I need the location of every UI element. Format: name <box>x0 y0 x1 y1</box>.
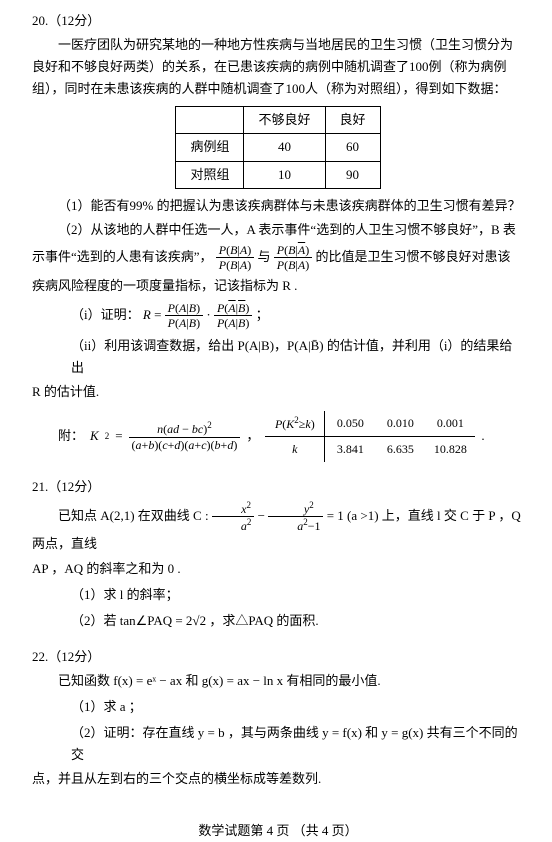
q22-s1: （1）求 a ； <box>71 696 524 718</box>
frac-hyp2: y2a2−1 <box>268 500 323 534</box>
q20-q2b: 示事件“选到的人患有该疾病”， <box>32 249 213 264</box>
q21-s2: （2）若 tan∠PAQ = 2√2 ，求△PAQ 的面积. <box>71 610 524 632</box>
q21-p1a: 已知点 A(2,1) 在双曲线 C : <box>58 508 209 523</box>
q20-q2c: 的比值是卫生习惯不够良好对患该 <box>315 249 510 264</box>
q20-sub2a: （2）从该地的人群中任选一人，A 表示事件“选到的人卫生习惯不够良好”，B 表 <box>58 219 524 241</box>
row1-label: 病例组 <box>176 134 244 161</box>
th-col2: 良好 <box>325 107 380 134</box>
q20-table: 不够良好良好 病例组4060 对照组1090 <box>175 106 380 188</box>
q20-q2d: 疾病风险程度的一项度量指标，记该指标为 R . <box>32 275 524 297</box>
k-table: P(K2≥k) 0.050 0.010 0.001 k 3.841 6.635 … <box>265 411 475 462</box>
q21-p2: AP ，AQ 的斜率之和为 0 . <box>32 558 524 580</box>
kk2: 6.635 <box>375 437 425 461</box>
kp1: 0.050 <box>325 411 375 437</box>
q20-attach: 附： K2 = n(ad − bc)2 (a+b)(c+d)(a+c)(b+d)… <box>58 411 524 462</box>
q20-ii: （ii）利用该调查数据，给出 P(A|B)，P(A|B̄) 的估计值，并利用（i… <box>71 335 524 379</box>
page-footer: 数学试题第 4 页 （共 4 页） <box>32 820 524 842</box>
q20-sub2-line2: 示事件“选到的人患有该疾病”， P(B|A)P(B|A) 与 P(B|A)P(B… <box>32 243 524 273</box>
frac-k2: n(ad − bc)2 (a+b)(c+d)(a+c)(b+d) <box>129 420 241 452</box>
q22-header: 22.（12分） <box>32 646 524 668</box>
th-col1: 不够良好 <box>244 107 325 134</box>
kk3: 10.828 <box>425 437 475 461</box>
q21-s1: （1）求 l 的斜率； <box>71 584 524 606</box>
frac-pba2: P(B|A)P(B|A) <box>274 243 312 273</box>
q22-s2b: 点，并且从左到右的三个交点的横坐标成等差数列. <box>32 768 524 790</box>
frac-hyp1: x2a2 <box>212 500 255 534</box>
q20-p1: 一医疗团队为研究某地的一种地方性疾病与当地居民的卫生习惯（卫生习惯分为良好和不够… <box>32 34 524 100</box>
row2-label: 对照组 <box>176 161 244 188</box>
q21-p1: 已知点 A(2,1) 在双曲线 C : x2a2 − y2a2−1 = 1 (a… <box>32 500 524 556</box>
q22-p1: 已知函数 f(x) = eˣ − ax 和 g(x) = ax − ln x 有… <box>32 670 524 692</box>
r1a: 40 <box>244 134 325 161</box>
r2a: 10 <box>244 161 325 188</box>
kp2: 0.010 <box>375 411 425 437</box>
attach-label: 附： <box>58 425 84 447</box>
frac-r2: P(A|B)P(A|B) <box>214 301 252 331</box>
r1b: 60 <box>325 134 380 161</box>
q20-i: （i）证明： R = P(A|B)P(A|B) · P(A|B)P(A|B) ； <box>71 301 524 331</box>
q20-i-label: （i）证明： <box>71 307 140 322</box>
q20-header: 20.（12分） <box>32 10 524 32</box>
kp3: 0.001 <box>425 411 475 437</box>
r2b: 90 <box>325 161 380 188</box>
q20-sub1: （1）能否有99% 的把握认为患该疾病群体与未患该疾病群体的卫生习惯有差异？ <box>58 195 524 217</box>
q21-header: 21.（12分） <box>32 476 524 498</box>
frac-pba: P(B|A)P(B|A) <box>216 243 254 273</box>
q22-s2: （2）证明：存在直线 y = b ，其与两条曲线 y = f(x) 和 y = … <box>71 722 524 766</box>
yu-text: 与 <box>257 249 273 264</box>
frac-r1: P(A|B)P(A|B) <box>165 301 203 331</box>
kk1: 3.841 <box>325 437 375 461</box>
q20-ii2: R 的估计值. <box>32 381 524 403</box>
